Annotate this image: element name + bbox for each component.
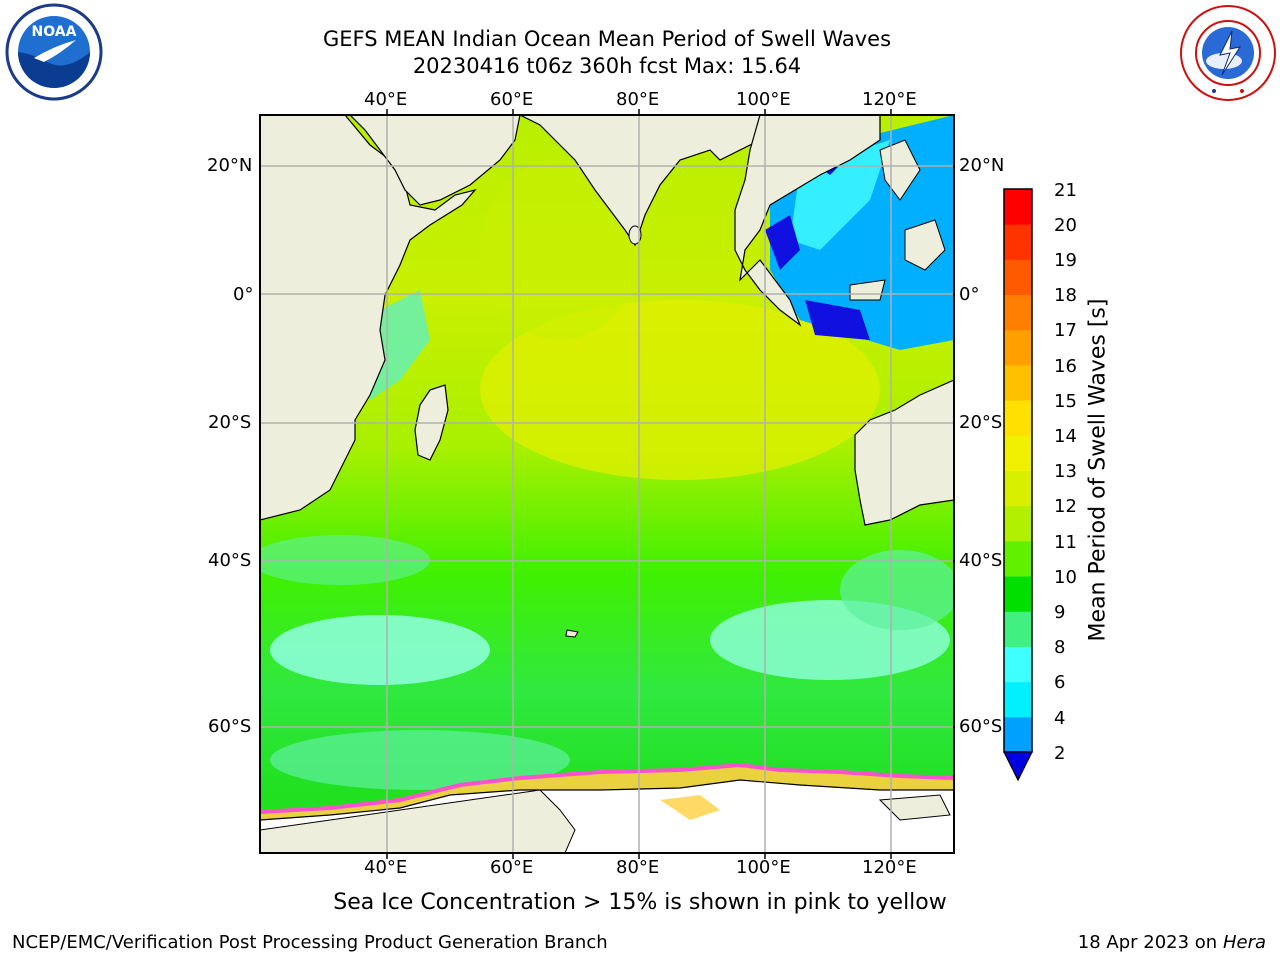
- graticule: [260, 115, 954, 853]
- lon-label-bottom: 40°E: [364, 857, 408, 878]
- colorbar-tick-label: 20: [1054, 215, 1077, 236]
- colorbar-segment: [1004, 189, 1032, 225]
- high-period-region: [480, 300, 880, 480]
- lat-label-left: 20°N: [207, 155, 253, 176]
- noaa-logo: NOAA: [4, 2, 104, 102]
- colorbar-title: Mean Period of Swell Waves [s]: [1085, 298, 1111, 642]
- colorbar-tick-label: 18: [1054, 285, 1077, 306]
- lon-label-top: 60°E: [490, 89, 534, 110]
- colorbar-segment: [1004, 294, 1032, 331]
- footer-machine: Hera: [1222, 932, 1266, 953]
- land-indochina: [734, 115, 881, 327]
- colorbar-segment: [1004, 470, 1032, 507]
- lon-label-top: 120°E: [862, 89, 917, 110]
- colorbar-segment: [1004, 646, 1032, 683]
- colorbar-segment: [1004, 611, 1032, 647]
- colorbar-tick-label: 15: [1054, 391, 1077, 412]
- colorbar-tick-label: 12: [1054, 496, 1077, 517]
- lat-label-right: 0°: [959, 284, 980, 305]
- colorbar-tick-label: 9: [1054, 602, 1066, 623]
- colorbar-segment: [1004, 540, 1032, 577]
- colorbar-tick-label: 2: [1054, 743, 1066, 764]
- map-area: [260, 115, 954, 853]
- chart-subtitle: 20230416 t06z 360h fcst Max: 15.64: [412, 54, 802, 78]
- lat-label-left: 0°: [233, 284, 254, 305]
- land-arabia: [349, 115, 521, 206]
- colorbar-tick-label: 19: [1054, 250, 1077, 271]
- lat-label-right: 20°N: [959, 155, 1005, 176]
- lon-label-bottom: 80°E: [616, 857, 660, 878]
- colorbar-segment: [1004, 576, 1032, 612]
- colorbar-tick-label: 14: [1054, 426, 1077, 447]
- lon-label-bottom: 60°E: [490, 857, 534, 878]
- colorbar-tick-label: 13: [1054, 461, 1077, 482]
- lat-label-right: 20°S: [959, 412, 1003, 433]
- lat-label-left: 40°S: [208, 550, 252, 571]
- colorbar-segment: [1004, 259, 1032, 296]
- colorbar-segment: [1004, 400, 1032, 436]
- footer-date: 18 Apr 2023 on Hera: [1078, 932, 1266, 953]
- lat-label-right: 40°S: [959, 550, 1003, 571]
- lat-label-left: 60°S: [208, 716, 252, 737]
- sea-ice-note: Sea Ice Concentration > 15% is shown in …: [333, 890, 947, 915]
- colorbar-segment: [1004, 329, 1032, 366]
- lat-label-right: 60°S: [959, 716, 1003, 737]
- low-period-patch: [270, 615, 490, 685]
- noaa-logo-text: NOAA: [32, 24, 77, 40]
- colorbar-tick-label: 11: [1054, 532, 1077, 553]
- lon-label-top: 40°E: [364, 89, 408, 110]
- land-india: [519, 115, 761, 247]
- colorbar-extend-triangle: [1003, 751, 1033, 782]
- map-frame: [259, 114, 955, 854]
- colorbar-segment: [1004, 435, 1032, 471]
- lon-label-top: 100°E: [736, 89, 791, 110]
- lon-label-top: 80°E: [616, 89, 660, 110]
- colorbar-tick-label: 16: [1054, 356, 1077, 377]
- colorbar-segment: [1004, 364, 1032, 401]
- footer-date-text: 18 Apr 2023 on: [1077, 932, 1223, 953]
- colorbar-tick-label: 10: [1054, 567, 1077, 588]
- colorbar-segment: [1004, 716, 1032, 753]
- lon-label-bottom: 120°E: [862, 857, 917, 878]
- colorbar-segment: [1004, 224, 1032, 260]
- colorbar-tick-label: 8: [1054, 637, 1066, 658]
- lat-label-left: 20°S: [208, 412, 252, 433]
- colorbar-tick-label: 4: [1054, 708, 1066, 729]
- colorbar-segment: [1004, 681, 1032, 718]
- tick-marks: [386, 109, 892, 859]
- colorbar-segment: [1004, 505, 1032, 542]
- footer-credit: NCEP/EMC/Verification Post Processing Pr…: [12, 932, 608, 953]
- colorbar-tick-label: 6: [1054, 672, 1066, 693]
- colorbar-tick-label: 17: [1054, 320, 1077, 341]
- chart-title: GEFS MEAN Indian Ocean Mean Period of Sw…: [322, 27, 892, 51]
- land-australia: [854, 379, 954, 526]
- colorbar-tick-label: 21: [1054, 180, 1077, 201]
- lon-label-bottom: 100°E: [736, 857, 791, 878]
- nws-logo: [1178, 3, 1278, 103]
- colorbar: [1003, 188, 1033, 782]
